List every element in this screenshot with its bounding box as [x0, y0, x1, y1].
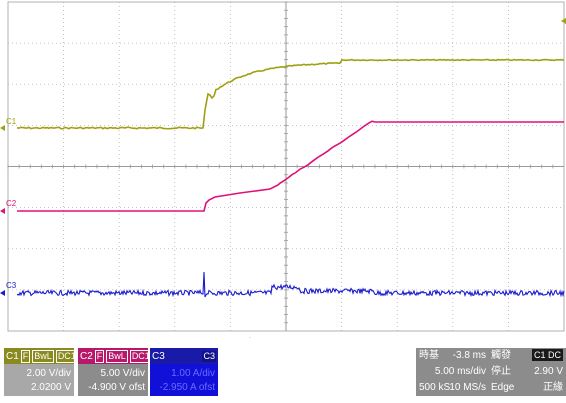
trigger-type: Edge — [491, 382, 515, 393]
channel-2-marker: C2 — [6, 199, 17, 208]
channel-1-marker: C1 — [6, 117, 17, 126]
channel-3-trace — [16, 271, 565, 298]
channel-3-marker-arrow — [0, 290, 5, 296]
timebase-rate: 10 MS/s — [449, 382, 486, 393]
timebase-scale: 5.00 ms/div — [434, 366, 486, 377]
channel-2-trace — [17, 120, 564, 212]
channel-2-scale: 5.00 V/div — [100, 368, 145, 379]
channel-2-descriptor[interactable]: C2 F BwL DC1M 5.00 V/div -4.900 V ofst — [78, 348, 160, 396]
channel-1-flag-fixed: F — [20, 349, 31, 363]
trigger-level-marker — [561, 18, 566, 24]
channel-3-id: C3 — [152, 350, 165, 362]
trigger-level: 2.90 V — [534, 366, 563, 377]
oscilloscope-screen[interactable]: C1 C2 C3 — [0, 0, 566, 338]
channel-1-values: 2.00 V/div 2.0200 V — [4, 364, 74, 396]
channel-1-flag-bwl: BwL — [32, 349, 54, 363]
channel-1-descriptor[interactable]: C1 F BwL DC1M 2.00 V/div 2.0200 V — [4, 348, 86, 396]
channel-1-scale: 2.00 V/div — [26, 368, 71, 379]
timebase-samples: 500 kS — [419, 382, 451, 393]
trigger-source-badge: C1 DC — [531, 349, 563, 361]
channel-1-trace — [16, 58, 565, 130]
channel-2-offset: -4.900 V ofst — [88, 382, 145, 393]
channel-1-header: C1 F BwL DC1M — [4, 348, 86, 364]
status-bar: C1 F BwL DC1M 2.00 V/div 2.0200 V C2 F B… — [0, 338, 566, 403]
timebase-delay: -3.8 ms — [452, 350, 486, 361]
channel-2-flag-bwl: BwL — [106, 349, 128, 363]
channel-3-values: 1.00 A/div -2.950 A ofst — [150, 364, 218, 396]
channel-1-id: C1 — [6, 350, 19, 362]
channel-2-marker-arrow — [0, 208, 5, 214]
channel-2-values: 5.00 V/div -4.900 V ofst — [78, 364, 148, 396]
channel-3-badge: C3 — [202, 350, 216, 362]
channel-3-marker: C3 — [6, 281, 17, 290]
channel-3-descriptor[interactable]: C3 C3 1.00 A/div -2.950 A ofst — [150, 348, 218, 396]
trigger-label: 觸發 — [491, 350, 511, 361]
trigger-position-marker — [249, 337, 251, 338]
channel-1-offset: 2.0200 V — [30, 382, 71, 393]
waveform-display: C1 C2 C3 — [0, 1, 566, 338]
channel-3-header: C3 C3 — [150, 348, 218, 364]
timebase-trigger-panel[interactable]: 時基 -3.8 ms 5.00 ms/div 500 kS 10 MS/s 觸發… — [416, 348, 566, 396]
channel-3-scale: 1.00 A/div — [171, 368, 215, 379]
trigger-slope: 正緣 — [543, 382, 563, 393]
channel-1-marker-arrow — [0, 125, 5, 131]
timebase-label: 時基 — [419, 350, 439, 361]
channel-2-header: C2 F BwL DC1M — [78, 348, 160, 364]
channel-2-id: C2 — [80, 350, 93, 362]
channel-3-offset: -2.950 A ofst — [159, 382, 215, 393]
channel-2-flag-fixed: F — [94, 349, 105, 363]
trigger-mode: 停止 — [491, 366, 511, 377]
